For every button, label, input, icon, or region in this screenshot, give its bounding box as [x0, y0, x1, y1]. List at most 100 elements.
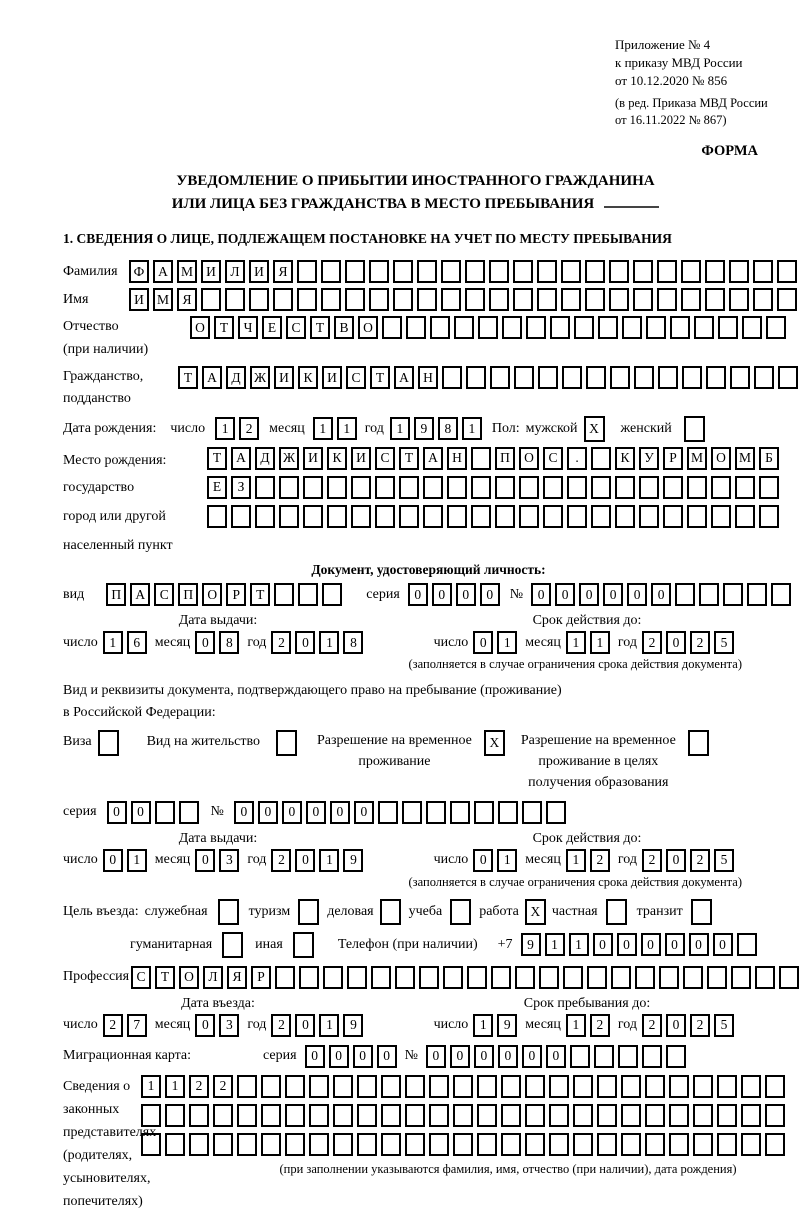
form-cell: [639, 504, 659, 528]
form-cell: 0: [616, 933, 637, 957]
form-cell: А: [231, 446, 251, 470]
form-cell: 0: [666, 1013, 686, 1037]
sex-label: Пол:: [491, 420, 520, 436]
form-cell: 5: [714, 848, 734, 872]
form-cell: [543, 504, 563, 528]
form-cell: [357, 1103, 377, 1127]
form-cell: [274, 583, 295, 607]
representatives-row3: [141, 1132, 785, 1156]
form-cell: [333, 1103, 353, 1127]
form-cell: З: [231, 475, 251, 499]
form-cell: Р: [251, 965, 271, 989]
residence-validity-note: (заполняется в случае ограничения срока …: [408, 874, 742, 889]
form-cell: [189, 1103, 209, 1127]
form-cell: 0: [352, 1044, 373, 1068]
form-cell: X: [483, 729, 505, 756]
form-cell: [309, 1074, 329, 1098]
form-cell: 5: [714, 1013, 734, 1037]
form-cell: 0: [281, 800, 302, 824]
form-cell: [753, 260, 773, 284]
form-cell: [327, 475, 347, 499]
form-cell: 0: [712, 933, 733, 957]
form-cell: [429, 1074, 449, 1098]
form-cell: [429, 1103, 449, 1127]
form-cell: 0: [666, 631, 686, 655]
form-cell: [645, 1074, 665, 1098]
form-cell: 2: [271, 1013, 292, 1037]
form-cell: 1: [102, 631, 123, 655]
form-cell: [741, 1132, 761, 1156]
form-cell: [621, 1103, 641, 1127]
form-cell: [285, 1132, 305, 1156]
form-cell: [351, 504, 371, 528]
form-cell: [495, 504, 515, 528]
form-cell: Р: [226, 583, 247, 607]
form-cell: 1: [389, 417, 410, 441]
form-cell: [591, 475, 611, 499]
residence-permit-label: Вид на жительство: [146, 733, 260, 749]
form-cell: [465, 288, 485, 312]
form-cell: 1: [568, 933, 589, 957]
representatives-label: Сведения о законных представителях (роди…: [63, 1078, 157, 1210]
purpose-opt-private-checkbox: [605, 898, 627, 925]
form-cell: 0: [473, 848, 494, 872]
form-cell: 2: [239, 417, 260, 441]
form-cell: [641, 1044, 662, 1068]
residence-doc-intro: Вид и реквизиты документа, подтверждающе…: [63, 683, 562, 720]
form-cell: [514, 366, 534, 390]
form-cell: [321, 260, 341, 284]
form-cell: [379, 898, 401, 925]
birth-month-label: месяц: [269, 420, 305, 436]
form-cell: [622, 316, 642, 340]
form-cell: [351, 475, 371, 499]
form-cell: [617, 1044, 638, 1068]
form-cell: К: [615, 446, 635, 470]
form-cell: 0: [195, 848, 216, 872]
form-cell: 0: [295, 1013, 316, 1037]
form-cell: [777, 288, 797, 312]
form-cell: X: [583, 415, 605, 442]
birth-date-label: Дата рождения:: [63, 420, 157, 436]
form-cell: А: [153, 260, 173, 284]
form-cell: В: [334, 316, 354, 340]
form-cell: [669, 1074, 689, 1098]
form-cell: М: [735, 446, 755, 470]
form-cell: 0: [102, 848, 123, 872]
residence-dates-head: Дата выдачи: Срок действия до:: [63, 831, 794, 847]
identity-kind-label: вид: [63, 586, 85, 602]
form-cell: [615, 475, 635, 499]
form-cell: [501, 1074, 521, 1098]
form-cell: Т: [250, 583, 271, 607]
form-cell: [525, 1132, 545, 1156]
form-cell: [417, 260, 437, 284]
form-cell: [450, 898, 472, 925]
form-cell: [586, 366, 606, 390]
form-cell: 0: [431, 583, 452, 607]
form-cell: [646, 316, 666, 340]
form-cell: [597, 1103, 617, 1127]
form-cell: [454, 316, 474, 340]
form-cell: П: [495, 446, 515, 470]
form-cell: [489, 260, 509, 284]
form-cell: [513, 260, 533, 284]
form-cell: [550, 316, 570, 340]
birth-place-row3: [207, 504, 779, 528]
form-cell: [473, 800, 494, 824]
form-cell: [537, 288, 557, 312]
form-cell: О: [711, 446, 731, 470]
form-cell: [381, 1103, 401, 1127]
form-cell: [711, 504, 731, 528]
form-cell: [322, 583, 343, 607]
form-cell: [683, 415, 705, 442]
form-cell: 2: [271, 848, 292, 872]
form-cell: 8: [219, 631, 240, 655]
form-cell: [633, 260, 653, 284]
form-cell: [621, 1074, 641, 1098]
form-cell: [279, 475, 299, 499]
